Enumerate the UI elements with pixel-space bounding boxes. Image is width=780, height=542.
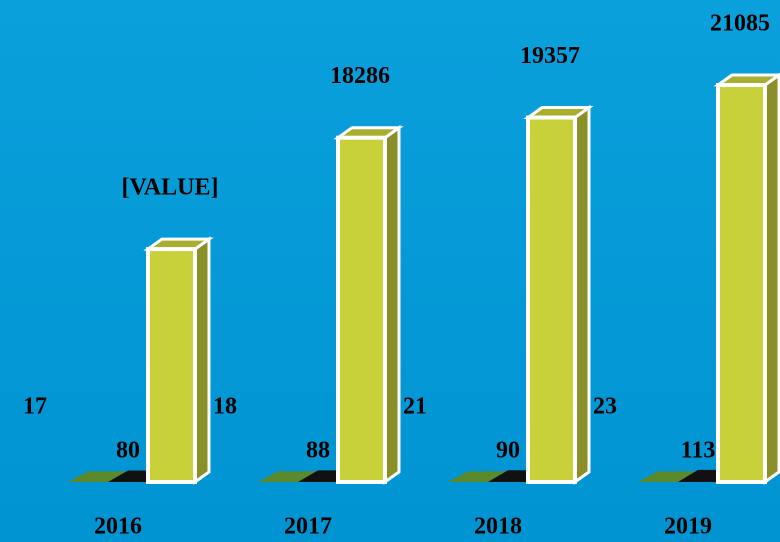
bar [146,247,197,484]
bar-side [193,236,211,485]
x-tick-label: 2016 [94,514,142,540]
data-label: 17 [23,394,47,420]
data-label: 19357 [520,43,580,69]
bar [716,83,767,484]
data-label: [VALUE] [122,175,219,201]
data-label: 18 [213,394,237,420]
bar [526,115,577,484]
data-label: 21 [403,394,427,420]
bar [68,471,128,482]
x-tick-label: 2018 [474,514,522,540]
bar-side [383,124,401,485]
data-label: 88 [306,438,330,464]
bar-side [763,72,780,485]
bar [258,471,318,482]
bar [448,471,508,482]
data-label: 113 [681,438,716,464]
bar [336,135,387,484]
x-tick-label: 2019 [664,514,712,540]
bar-side [573,104,591,485]
data-label: 23 [593,394,617,420]
data-label: 18286 [330,63,390,89]
data-label: 21085 [710,11,770,37]
data-label: 90 [496,438,520,464]
bar [638,471,698,482]
x-tick-label: 2017 [284,514,332,540]
data-label: 80 [116,438,140,464]
